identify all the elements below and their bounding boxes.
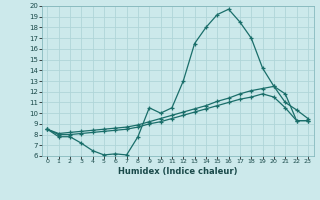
X-axis label: Humidex (Indice chaleur): Humidex (Indice chaleur) <box>118 167 237 176</box>
